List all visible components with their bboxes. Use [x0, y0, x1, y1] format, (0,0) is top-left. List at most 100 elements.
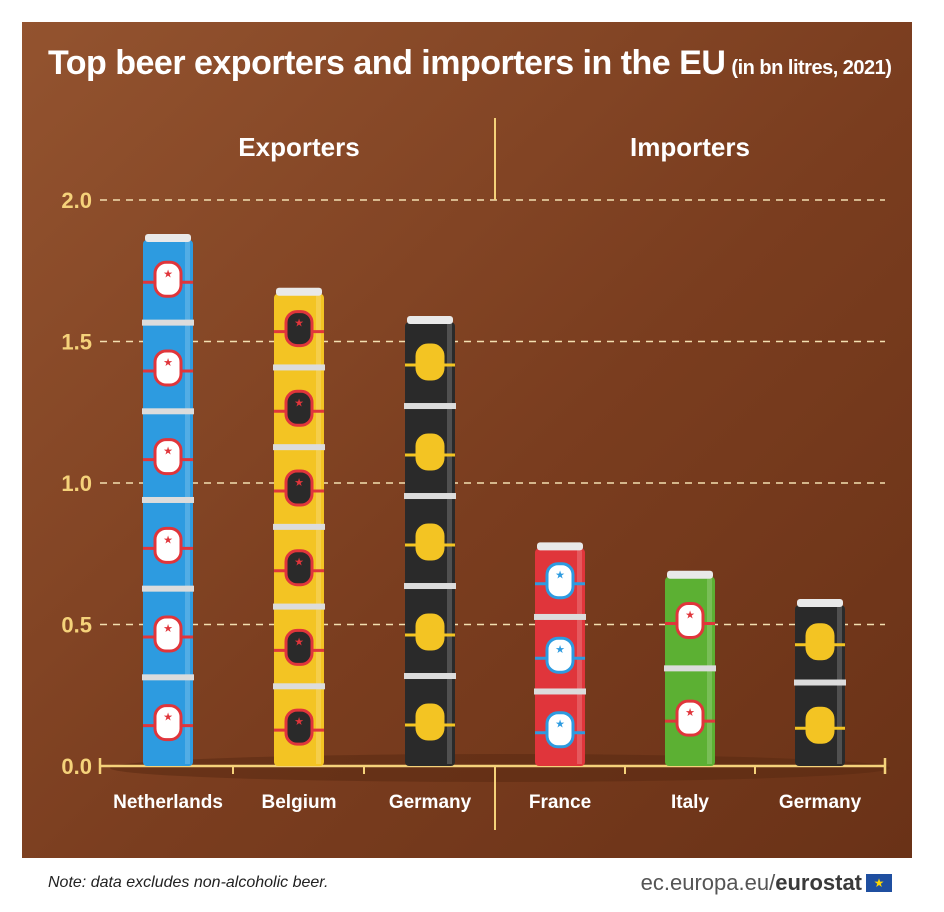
- can-label: [415, 703, 445, 741]
- star-icon: ★: [163, 445, 173, 458]
- can-label: [805, 623, 835, 661]
- y-tick-label: 1.0: [61, 471, 92, 496]
- can-seam: [404, 583, 456, 590]
- x-tick-label: Germany: [389, 792, 472, 813]
- can-label: [805, 706, 835, 744]
- can-seam: [273, 364, 325, 371]
- can-lid: [667, 570, 713, 579]
- can-seam: [404, 403, 456, 410]
- bar-italy-importer: ★★: [664, 570, 716, 766]
- can-label: [415, 433, 445, 471]
- can-seam: [273, 523, 325, 530]
- star-icon: ★: [425, 350, 435, 363]
- bar-belgium-exporter: ★ ★ ★ ★ ★ ★: [273, 287, 325, 766]
- bar-germany-exporter: ★ ★ ★ ★ ★: [404, 316, 456, 766]
- can-seam: [404, 673, 456, 680]
- star-icon: ★: [425, 620, 435, 633]
- can-lid: [145, 233, 191, 242]
- can-label: [284, 628, 314, 666]
- star-icon: ★: [815, 713, 825, 726]
- can-label: [153, 438, 183, 476]
- can-label: [284, 469, 314, 507]
- x-tick-label: Germany: [779, 792, 862, 813]
- star-icon: ★: [294, 715, 304, 728]
- y-tick-label: 0.0: [61, 754, 92, 779]
- can-label: [545, 711, 575, 749]
- bar-germany-importer: ★★: [794, 599, 846, 766]
- bar-france-importer: ★ ★ ★: [534, 542, 586, 766]
- can-label: [284, 389, 314, 427]
- can-seam: [142, 408, 194, 415]
- star-icon: ★: [163, 622, 173, 635]
- x-tick-label: Italy: [671, 792, 709, 813]
- star-icon: ★: [555, 569, 565, 582]
- section-label-exporters: Exporters: [238, 132, 360, 162]
- star-icon: ★: [163, 356, 173, 369]
- star-icon: ★: [685, 609, 695, 622]
- star-icon: ★: [555, 718, 565, 731]
- star-icon: ★: [294, 556, 304, 569]
- bar-netherlands-exporter: ★ ★ ★ ★ ★ ★: [142, 233, 194, 766]
- star-icon: ★: [815, 630, 825, 643]
- source-prefix: ec.europa.eu/: [640, 870, 776, 895]
- chart-title: Top beer exporters and importers in the …: [48, 44, 892, 83]
- star-icon: ★: [163, 267, 173, 280]
- can-label: [284, 549, 314, 587]
- can-seam: [142, 585, 194, 592]
- y-tick-label: 0.5: [61, 613, 92, 638]
- can-label: [153, 704, 183, 742]
- can-label: [415, 613, 445, 651]
- can-seam: [273, 683, 325, 690]
- can-seam: [142, 319, 194, 326]
- star-icon: ★: [425, 710, 435, 723]
- can-label: [675, 699, 705, 737]
- can-lid: [276, 287, 322, 296]
- can-seam: [273, 603, 325, 610]
- can-seam: [664, 665, 716, 672]
- can-label: [545, 636, 575, 674]
- star-icon: ★: [294, 635, 304, 648]
- can-seam: [142, 674, 194, 681]
- can-label: [153, 349, 183, 387]
- eu-flag-icon: ★: [866, 874, 892, 892]
- floor-shadow: [110, 754, 890, 782]
- source-brand: eurostat: [775, 870, 862, 895]
- x-tick-label: France: [529, 792, 591, 813]
- star-icon: ★: [163, 711, 173, 724]
- can-seam: [404, 493, 456, 500]
- can-label: [415, 343, 445, 381]
- can-seam: [273, 444, 325, 451]
- y-tick-label: 1.5: [61, 330, 92, 355]
- can-label: [153, 526, 183, 564]
- x-tick-label: Netherlands: [113, 792, 223, 813]
- star-icon: ★: [425, 440, 435, 453]
- star-icon: ★: [163, 533, 173, 546]
- can-label: [153, 615, 183, 653]
- star-icon: ★: [685, 706, 695, 719]
- can-label: [415, 523, 445, 561]
- star-icon: ★: [425, 530, 435, 543]
- can-label: [675, 602, 705, 640]
- can-lid: [537, 542, 583, 551]
- can-label: [545, 562, 575, 600]
- star-icon: ★: [294, 317, 304, 330]
- x-tick-label: Belgium: [262, 792, 337, 813]
- footnote: Note: data excludes non-alcoholic beer.: [48, 874, 329, 891]
- can-seam: [534, 688, 586, 695]
- can-label: [284, 708, 314, 746]
- star-icon: ★: [555, 643, 565, 656]
- section-label-importers: Importers: [630, 132, 750, 162]
- y-tick-label: 2.0: [61, 188, 92, 213]
- can-seam: [534, 613, 586, 620]
- can-seam: [142, 496, 194, 503]
- star-icon: ★: [294, 476, 304, 489]
- can-lid: [407, 316, 453, 325]
- can-label: [153, 260, 183, 298]
- can-seam: [794, 679, 846, 686]
- star-icon: ★: [294, 396, 304, 409]
- can-label: [284, 310, 314, 348]
- chart-title-text: Top beer exporters and importers in the …: [48, 44, 726, 82]
- source-credit: ec.europa.eu/eurostat ★: [641, 870, 892, 896]
- can-lid: [797, 599, 843, 608]
